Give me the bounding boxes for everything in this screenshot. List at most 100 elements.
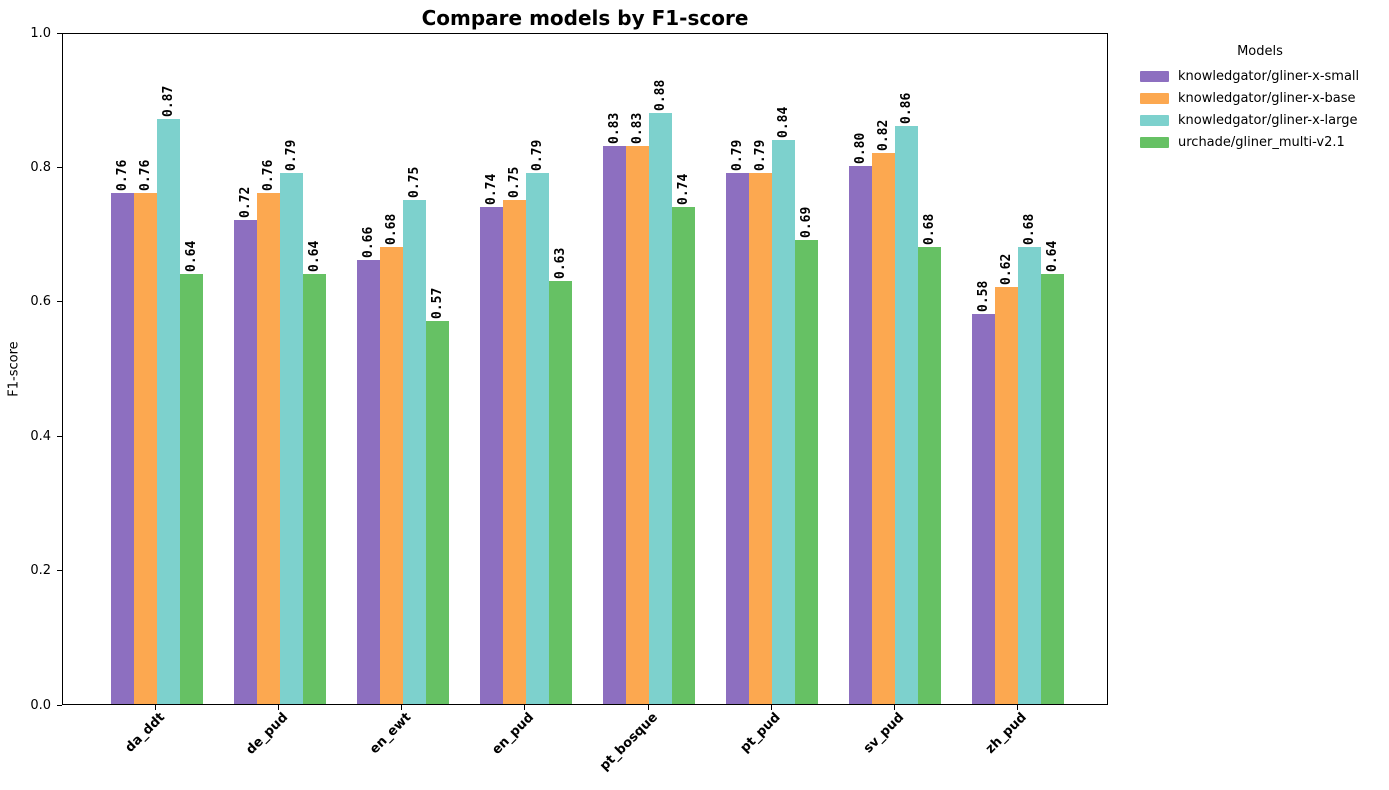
bar — [626, 146, 650, 704]
y-tick-mark — [57, 166, 62, 168]
x-tick-mark — [647, 705, 649, 710]
bar — [749, 173, 773, 704]
bar-value-label: 0.57 — [429, 287, 445, 319]
bar — [772, 139, 796, 704]
bar — [895, 126, 919, 704]
bar-value-label: 0.64 — [1045, 240, 1061, 272]
x-tick-label: pt_bosque — [596, 710, 661, 774]
x-tick-mark — [893, 705, 895, 710]
x-tick-mark — [401, 705, 403, 710]
y-tick-label: 0.0 — [30, 697, 51, 713]
legend-entry-label: knowledgator/gliner-x-large — [1178, 112, 1358, 128]
bar-value-label: 0.68 — [1022, 213, 1038, 246]
y-axis-label: F1-score — [6, 341, 22, 397]
bar — [548, 280, 572, 704]
bar-value-label: 0.82 — [876, 119, 892, 151]
x-tick-label: pt_pud — [737, 710, 784, 756]
bar-value-label: 0.88 — [653, 79, 669, 111]
bar — [133, 193, 157, 704]
bar-value-label: 0.64 — [306, 240, 322, 272]
bar-value-label: 0.79 — [730, 139, 746, 172]
plot-inner: 0.76 0.76 0.87 0.64 0.72 0.76 0.79 0.64 0.66 0.68… — [63, 34, 1107, 704]
bar-value-label: 0.74 — [483, 173, 499, 205]
chart-title: Compare models by F1-score — [421, 6, 749, 30]
bar-value-label: 0.79 — [283, 139, 299, 172]
y-tick-label: 1.0 — [30, 25, 51, 41]
x-tick-mark — [524, 705, 526, 710]
bar-value-label: 0.76 — [260, 159, 276, 192]
bar — [995, 287, 1019, 704]
bar-value-label: 0.84 — [776, 106, 792, 138]
bar — [603, 146, 627, 704]
x-tick-mark — [1016, 705, 1018, 710]
bar-value-label: 0.63 — [552, 247, 568, 279]
bar-value-label: 0.68 — [383, 213, 399, 246]
bar-value-label: 0.86 — [899, 92, 915, 125]
legend-entry: knowledgator/gliner-x-small — [1140, 65, 1389, 87]
bar-value-label: 0.66 — [360, 227, 376, 259]
bar — [279, 173, 303, 704]
bar — [726, 173, 750, 704]
bar-value-label: 0.79 — [529, 139, 545, 172]
x-tick-mark — [155, 705, 156, 710]
bar — [849, 166, 873, 704]
x-tick-label: zh_pud — [983, 710, 1031, 757]
bar — [356, 260, 380, 704]
bar-value-label: 0.74 — [676, 173, 692, 205]
y-tick-mark — [57, 32, 62, 34]
bar — [502, 200, 526, 704]
bar-value-label: 0.87 — [160, 86, 176, 118]
legend: Models knowledgator/gliner-x-small knowle… — [1140, 44, 1389, 153]
bar — [1018, 247, 1042, 704]
bar — [379, 247, 403, 704]
bar — [1041, 273, 1065, 704]
legend-swatch — [1140, 70, 1169, 82]
bar-value-label: 0.62 — [999, 254, 1015, 286]
bar — [402, 200, 426, 704]
bar — [179, 273, 203, 704]
legend-title: Models — [1237, 44, 1283, 59]
bar — [525, 173, 549, 704]
y-tick-label: 0.6 — [30, 294, 51, 310]
bar — [256, 193, 280, 704]
x-tick-mark — [278, 705, 280, 710]
y-tick-mark — [57, 435, 62, 437]
legend-entry: knowledgator/gliner-x-base — [1140, 87, 1389, 109]
bar-value-label: 0.83 — [607, 112, 623, 145]
bar — [649, 112, 673, 704]
x-tick-label: en_pud — [489, 710, 538, 758]
bar-value-label: 0.76 — [137, 159, 153, 192]
y-tick-mark — [57, 570, 62, 572]
legend-swatch — [1140, 136, 1169, 148]
legend-entry-label: knowledgator/gliner-x-small — [1178, 68, 1360, 84]
plot-area: 0.76 0.76 0.87 0.64 0.72 0.76 0.79 0.64 0.66 0.68… — [62, 33, 1108, 705]
y-tick-mark — [57, 704, 62, 706]
bar — [110, 193, 134, 704]
bar-value-label: 0.72 — [237, 186, 253, 219]
x-tick-label: en_ewt — [367, 710, 415, 758]
bar — [479, 206, 503, 704]
bar-value-label: 0.69 — [799, 207, 815, 239]
bar-value-label: 0.79 — [753, 139, 769, 172]
bar — [156, 119, 180, 704]
legend-entry-label: urchade/gliner_multi-v2.1 — [1178, 134, 1345, 150]
bar — [918, 247, 942, 704]
y-tick-label: 0.8 — [30, 159, 51, 175]
legend-swatch — [1140, 92, 1169, 104]
legend-entry: knowledgator/gliner-x-large — [1140, 109, 1389, 131]
bar-value-label: 0.64 — [183, 240, 199, 272]
legend-swatch — [1140, 114, 1169, 126]
bar — [972, 314, 996, 704]
bar-value-label: 0.83 — [630, 112, 646, 145]
bar — [872, 152, 896, 704]
bar — [233, 220, 257, 704]
bar — [425, 320, 449, 704]
bar-value-label: 0.58 — [976, 280, 992, 313]
legend-entry-label: knowledgator/gliner-x-base — [1178, 90, 1356, 106]
legend-entry: urchade/gliner_multi-v2.1 — [1140, 131, 1389, 153]
x-tick-mark — [770, 705, 772, 710]
bar-value-label: 0.75 — [406, 166, 422, 198]
bar — [672, 206, 696, 704]
x-tick-label: sv_pud — [860, 710, 907, 757]
